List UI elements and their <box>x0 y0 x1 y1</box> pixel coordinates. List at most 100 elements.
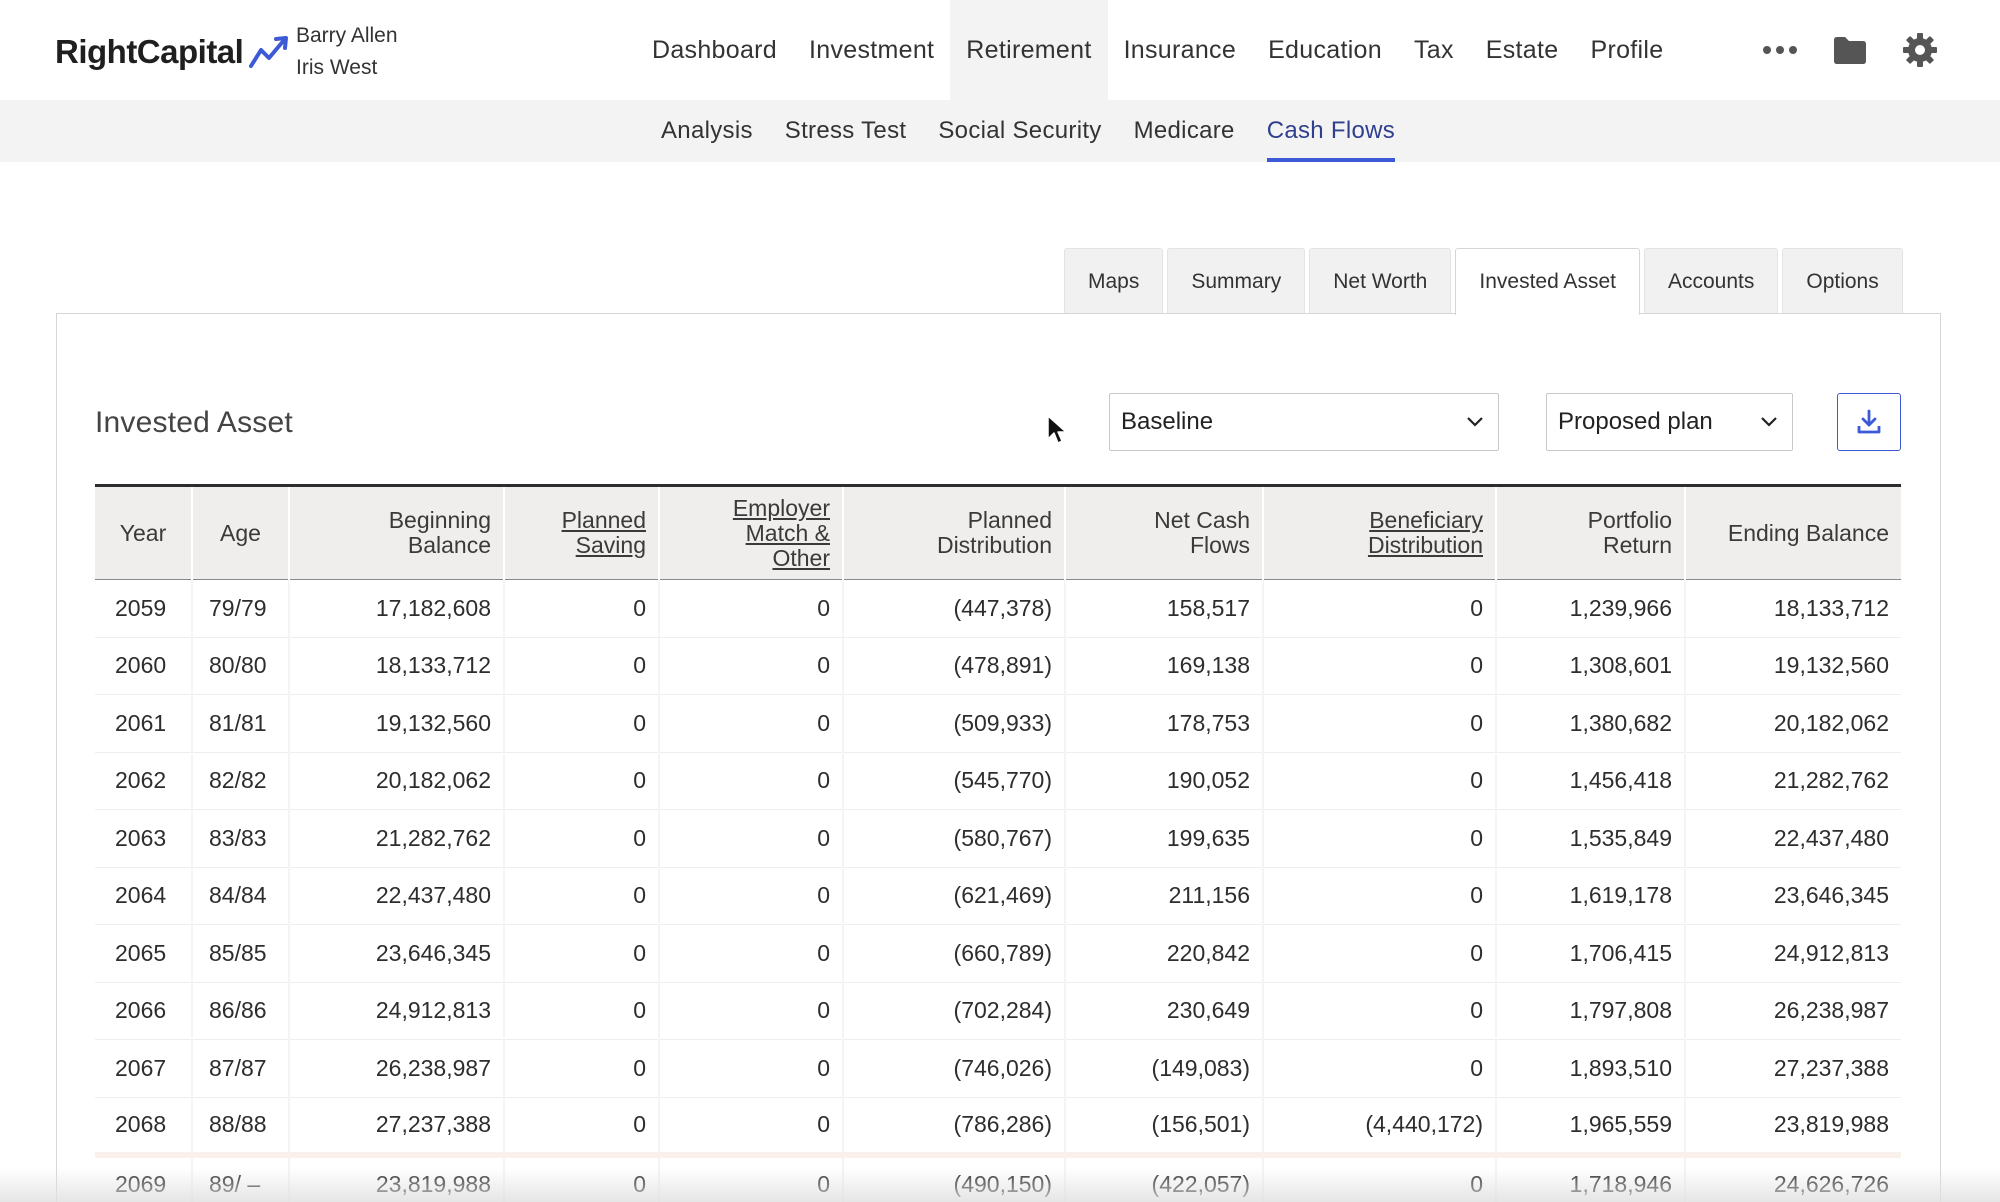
cell-planned-saving: 0 <box>503 867 659 925</box>
col-header-beneficiary-distribution[interactable]: Beneficiary Distribution <box>1262 484 1496 580</box>
col-header-line: Planned <box>561 507 646 533</box>
subnav-cash-flows[interactable]: Cash Flows <box>1251 100 1411 162</box>
col-header-line: Net Cash <box>1154 507 1250 533</box>
col-header-age: Age <box>191 484 289 580</box>
cell-portfolio-return: 1,797,808 <box>1495 982 1685 1040</box>
cell-planned-saving: 0 <box>503 809 659 868</box>
cell-planned-saving: 0 <box>503 579 659 638</box>
nav-tax[interactable]: Tax <box>1413 35 1454 64</box>
col-header-line: Match & <box>745 519 830 546</box>
cell-net-cash-flows: (422,057) <box>1064 1154 1263 1202</box>
cell-beneficiary-distribution: 0 <box>1262 1154 1496 1202</box>
cell-portfolio-return: 1,308,601 <box>1495 637 1685 695</box>
col-header-year: Year <box>95 484 192 580</box>
main-nav: Dashboard Investment Retirement Insuranc… <box>636 0 1679 100</box>
subnav-medicare[interactable]: Medicare <box>1133 117 1235 144</box>
cell-age: 80/80 <box>191 637 289 695</box>
cell-ending-balance: 24,912,813 <box>1684 924 1901 983</box>
download-button[interactable] <box>1837 393 1901 451</box>
logo-text: RightCapital <box>55 33 244 70</box>
cell-age: 84/84 <box>191 867 289 925</box>
subnav-social-security[interactable]: Social Security <box>938 117 1102 144</box>
cell-planned-distribution: (746,026) <box>842 1039 1065 1098</box>
nav-investment[interactable]: Investment <box>809 35 935 64</box>
cell-age: 89/ – <box>191 1154 289 1202</box>
nav-education[interactable]: Education <box>1268 35 1382 64</box>
table-row: 2068 88/88 27,237,388 0 0 (786,286) (156,501)(… <box>95 1097 1901 1158</box>
cell-employer-match-other: 0 <box>658 579 843 638</box>
col-header-planned-distribution: Planned Distribution <box>842 484 1065 580</box>
client-names[interactable]: Barry Allen Iris West <box>296 20 398 84</box>
nav-estate[interactable]: Estate <box>1485 35 1559 64</box>
nav-profile[interactable]: Profile <box>1590 35 1664 64</box>
folder-icon[interactable] <box>1830 30 1870 70</box>
cell-planned-saving: 0 <box>503 637 659 695</box>
nav-dashboard[interactable]: Dashboard <box>652 35 778 64</box>
col-header-planned-saving[interactable]: Planned Saving <box>503 484 659 580</box>
subnav-analysis[interactable]: Analysis <box>661 117 753 144</box>
cell-employer-match-other: 0 <box>658 924 843 983</box>
col-header-label: Net Cash Flows <box>1154 507 1250 558</box>
col-header-line: Other <box>772 544 830 571</box>
col-header-employer-match-other[interactable]: Employer Match & Other <box>658 484 843 580</box>
cell-beneficiary-distribution: 0 <box>1262 637 1496 695</box>
rightcapital-logo[interactable]: RightCapital <box>55 30 291 74</box>
cell-ending-balance: 18,133,712 <box>1684 579 1901 638</box>
cell-age: 81/81 <box>191 694 289 753</box>
cell-beneficiary-distribution: 0 <box>1262 1039 1496 1098</box>
cell-planned-distribution: (621,469) <box>842 867 1065 925</box>
tab-summary[interactable]: Summary <box>1167 248 1306 314</box>
cell-employer-match-other: 0 <box>658 867 843 925</box>
subnav-stress-test[interactable]: Stress Test <box>784 117 907 144</box>
cell-net-cash-flows: 199,635 <box>1064 809 1263 868</box>
cell-portfolio-return: 1,619,178 <box>1495 867 1685 925</box>
plan-select[interactable]: Proposed plan <box>1546 393 1793 451</box>
table-row: 2069 89/ –23,819,988 0 0 (490,150) (422,057) 0… <box>95 1154 1901 1202</box>
table-row: 2061 81/81 19,132,560 0 0 (509,933) 178,753 0 1,… <box>95 694 1901 753</box>
cell-ending-balance: 27,237,388 <box>1684 1039 1901 1098</box>
tab-maps[interactable]: Maps <box>1064 248 1164 314</box>
cell-beneficiary-distribution: 0 <box>1262 579 1496 638</box>
col-header-line: Distribution <box>1367 532 1483 558</box>
cell-ending-balance: 23,646,345 <box>1684 867 1901 925</box>
cell-planned-distribution: (660,789) <box>842 924 1065 983</box>
cell-net-cash-flows: 169,138 <box>1064 637 1263 695</box>
cell-year: 2059 <box>95 579 192 638</box>
sub-nav: Analysis Stress Test Social Security Med… <box>0 100 2000 162</box>
cell-year: 2060 <box>95 637 192 695</box>
cell-net-cash-flows: 158,517 <box>1064 579 1263 638</box>
cell-year: 2064 <box>95 867 192 925</box>
scenario-select[interactable]: Baseline <box>1109 393 1499 451</box>
nav-retirement[interactable]: Retirement <box>950 0 1108 100</box>
cell-net-cash-flows: 211,156 <box>1064 867 1263 925</box>
cell-planned-distribution: (490,150) <box>842 1154 1065 1202</box>
cell-beginning-balance: 17,182,608 <box>288 579 504 638</box>
cashflow-tabs: Maps Summary Net Worth Invested Asset Ac… <box>1064 248 1903 315</box>
tab-options[interactable]: Options <box>1782 248 1903 314</box>
col-header-label: Employer Match & Other <box>733 495 830 571</box>
more-icon[interactable] <box>1760 30 1800 70</box>
cell-age: 88/88 <box>191 1097 289 1158</box>
tab-invested-asset[interactable]: Invested Asset <box>1455 248 1640 315</box>
logo-chart-icon <box>249 36 289 68</box>
col-header-line: Employer <box>732 494 830 521</box>
tab-accounts[interactable]: Accounts <box>1643 248 1779 314</box>
cell-age: 86/86 <box>191 982 289 1040</box>
scenario-select-value: Baseline <box>1121 408 1214 435</box>
table-row: 2065 85/85 23,646,345 0 0 (660,789) 220,842 0 1,… <box>95 924 1901 983</box>
table-row: 2062 82/82 20,182,062 0 0 (545,770) 190,052 0 1,… <box>95 752 1901 810</box>
gear-icon[interactable] <box>1900 30 1940 70</box>
cell-ending-balance: 22,437,480 <box>1684 809 1901 868</box>
cell-portfolio-return: 1,535,849 <box>1495 809 1685 868</box>
col-header-line: Beginning <box>388 507 491 533</box>
col-header-line: Planned <box>967 507 1052 533</box>
nav-insurance[interactable]: Insurance <box>1123 35 1237 64</box>
cell-planned-saving: 0 <box>503 1154 659 1202</box>
cell-ending-balance: 26,238,987 <box>1684 982 1901 1040</box>
tab-net-worth[interactable]: Net Worth <box>1309 248 1452 314</box>
col-header-label: Year <box>120 520 166 546</box>
cell-beginning-balance: 26,238,987 <box>288 1039 504 1098</box>
cell-year: 2061 <box>95 694 192 753</box>
cell-beneficiary-distribution: (4,440,172) <box>1262 1097 1496 1158</box>
col-header-label: Portfolio Return <box>1588 507 1672 558</box>
